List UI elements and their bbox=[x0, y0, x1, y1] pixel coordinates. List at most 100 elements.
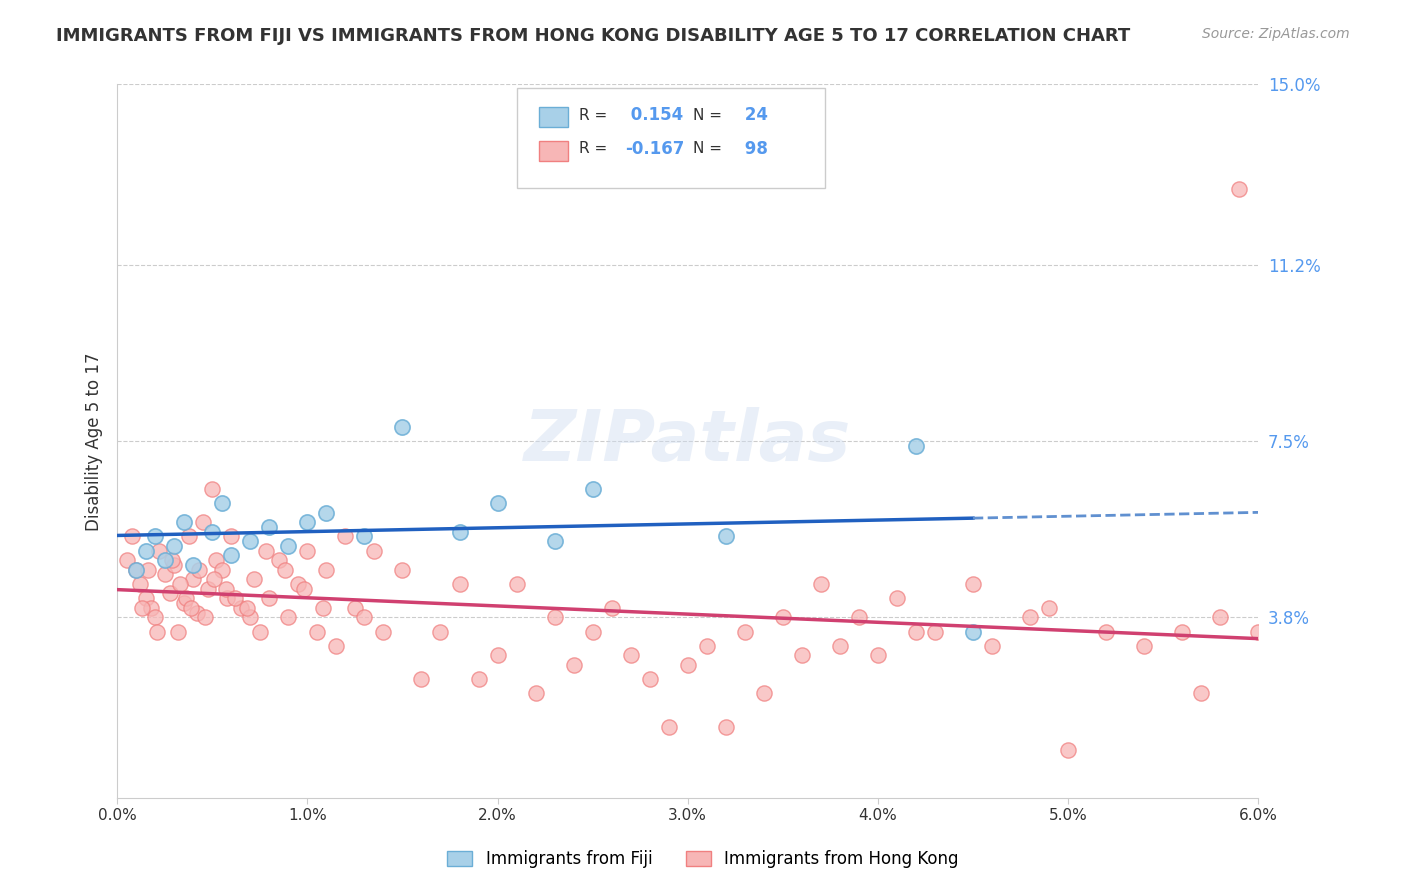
Point bbox=[229, 600, 252, 615]
Point bbox=[249, 624, 271, 639]
Point bbox=[524, 686, 547, 700]
Point bbox=[202, 572, 225, 586]
Point bbox=[205, 553, 228, 567]
Point bbox=[962, 577, 984, 591]
Text: N =: N = bbox=[693, 108, 723, 122]
FancyBboxPatch shape bbox=[540, 141, 568, 161]
Text: -0.167: -0.167 bbox=[624, 140, 685, 158]
Point bbox=[1133, 639, 1156, 653]
Point bbox=[353, 610, 375, 624]
Point bbox=[174, 591, 197, 606]
Point bbox=[543, 534, 565, 549]
Point bbox=[163, 539, 186, 553]
Point bbox=[886, 591, 908, 606]
Point bbox=[638, 672, 661, 686]
Point bbox=[411, 672, 433, 686]
Text: Source: ZipAtlas.com: Source: ZipAtlas.com bbox=[1202, 27, 1350, 41]
Point bbox=[167, 624, 190, 639]
Point bbox=[221, 549, 243, 563]
Point bbox=[658, 720, 681, 734]
Point bbox=[581, 482, 603, 496]
Point bbox=[235, 600, 257, 615]
Point bbox=[292, 582, 315, 596]
Point bbox=[810, 577, 832, 591]
Point bbox=[181, 572, 204, 586]
Point bbox=[1057, 743, 1080, 757]
Point bbox=[311, 600, 333, 615]
Point bbox=[201, 482, 224, 496]
Point bbox=[143, 610, 166, 624]
Point bbox=[315, 506, 337, 520]
Point bbox=[214, 582, 236, 596]
Point bbox=[146, 624, 169, 639]
Point bbox=[600, 600, 623, 615]
Point bbox=[153, 567, 176, 582]
Text: R =: R = bbox=[579, 108, 607, 122]
Point bbox=[148, 543, 170, 558]
Point bbox=[259, 520, 281, 534]
Legend: Immigrants from Fiji, Immigrants from Hong Kong: Immigrants from Fiji, Immigrants from Ho… bbox=[440, 844, 966, 875]
Point bbox=[904, 439, 927, 453]
Point bbox=[125, 563, 148, 577]
Point bbox=[169, 577, 191, 591]
Point bbox=[143, 529, 166, 543]
Point bbox=[714, 720, 737, 734]
Point bbox=[129, 577, 152, 591]
Point bbox=[904, 624, 927, 639]
Point bbox=[581, 624, 603, 639]
Point bbox=[486, 496, 509, 510]
Point bbox=[335, 529, 357, 543]
Point bbox=[259, 591, 281, 606]
Point bbox=[201, 524, 224, 539]
Point bbox=[287, 577, 309, 591]
Point bbox=[1095, 624, 1118, 639]
Point bbox=[159, 586, 181, 600]
Text: ZIPatlas: ZIPatlas bbox=[524, 407, 852, 475]
Point bbox=[962, 624, 984, 639]
Point bbox=[141, 600, 163, 615]
Point bbox=[363, 543, 385, 558]
Point bbox=[239, 610, 262, 624]
Point bbox=[221, 529, 243, 543]
Point bbox=[1247, 624, 1270, 639]
Point bbox=[1019, 610, 1042, 624]
Point bbox=[173, 596, 195, 610]
Point bbox=[254, 543, 277, 558]
Text: 24: 24 bbox=[740, 106, 768, 124]
Point bbox=[224, 591, 246, 606]
Point bbox=[194, 610, 217, 624]
Point bbox=[543, 610, 565, 624]
Point bbox=[153, 553, 176, 567]
Point bbox=[277, 539, 299, 553]
Point bbox=[191, 515, 214, 529]
Point bbox=[315, 563, 337, 577]
Point bbox=[135, 543, 157, 558]
Point bbox=[391, 563, 413, 577]
Point bbox=[305, 624, 328, 639]
Point bbox=[186, 606, 208, 620]
Point bbox=[1209, 610, 1232, 624]
Text: 98: 98 bbox=[740, 140, 768, 158]
Point bbox=[211, 496, 233, 510]
Point bbox=[121, 529, 143, 543]
Point bbox=[696, 639, 718, 653]
Point bbox=[135, 591, 157, 606]
Point bbox=[676, 657, 699, 672]
Point bbox=[136, 563, 159, 577]
Point bbox=[243, 572, 266, 586]
Point bbox=[752, 686, 775, 700]
Text: IMMIGRANTS FROM FIJI VS IMMIGRANTS FROM HONG KONG DISABILITY AGE 5 TO 17 CORRELA: IMMIGRANTS FROM FIJI VS IMMIGRANTS FROM … bbox=[56, 27, 1130, 45]
FancyBboxPatch shape bbox=[540, 107, 568, 128]
Point bbox=[828, 639, 851, 653]
Point bbox=[866, 648, 889, 663]
Point bbox=[277, 610, 299, 624]
Point bbox=[325, 639, 347, 653]
Point bbox=[125, 563, 148, 577]
Point bbox=[297, 515, 319, 529]
Point bbox=[467, 672, 489, 686]
Point bbox=[734, 624, 756, 639]
Point bbox=[449, 524, 471, 539]
Point bbox=[620, 648, 643, 663]
Point bbox=[1171, 624, 1194, 639]
Point bbox=[981, 639, 1004, 653]
